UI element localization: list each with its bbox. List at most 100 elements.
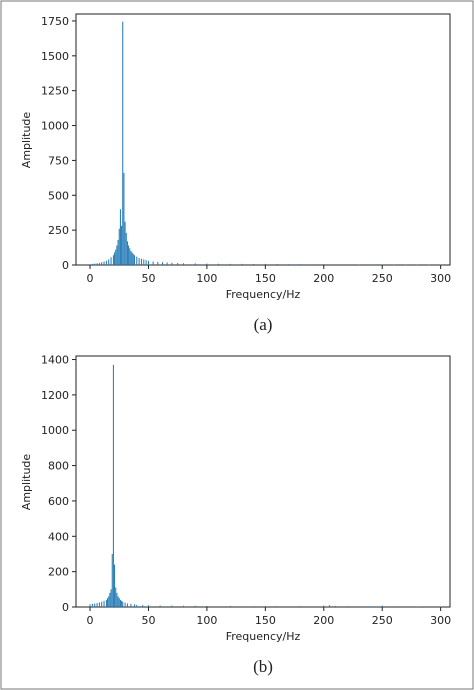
- y-tick-label: 1250: [41, 85, 69, 98]
- y-tick-label: 600: [48, 495, 69, 508]
- bar: [370, 264, 372, 265]
- bar: [114, 252, 116, 265]
- bar: [136, 256, 138, 265]
- bar: [125, 232, 127, 265]
- bar: [131, 252, 133, 265]
- bar: [133, 604, 135, 607]
- y-tick-label: 250: [48, 224, 69, 237]
- y-tick-label: 1000: [41, 120, 69, 133]
- bar: [346, 606, 348, 607]
- bar: [229, 605, 231, 607]
- bar: [183, 605, 185, 607]
- bar: [206, 605, 208, 607]
- bar: [122, 601, 124, 607]
- bar: [241, 263, 243, 265]
- x-tick-label: 0: [87, 614, 94, 627]
- x-tick-label: 150: [255, 272, 276, 285]
- x-tick-label: 250: [372, 272, 393, 285]
- bar: [94, 263, 96, 265]
- x-tick-label: 100: [196, 614, 217, 627]
- bar: [115, 249, 117, 265]
- bar: [145, 260, 147, 265]
- x-axis: 0 50 100 150 200 250 300: [87, 607, 451, 627]
- bar: [440, 606, 442, 607]
- bar: [142, 605, 144, 607]
- bar: [96, 603, 98, 607]
- bar: [130, 603, 132, 607]
- bar: [117, 239, 119, 265]
- bar: [98, 602, 100, 607]
- bar: [133, 255, 135, 265]
- panel-label-b: (b): [253, 657, 273, 676]
- bar: [103, 600, 105, 607]
- bar: [114, 564, 116, 607]
- bar: [98, 262, 100, 265]
- bar: [393, 264, 395, 265]
- bar: [381, 264, 383, 265]
- y-axis: 0 250 500 750 1000 1250 1500 1750: [41, 15, 76, 272]
- x-tick-label: 300: [430, 272, 451, 285]
- bar: [253, 606, 255, 607]
- bar-series: [89, 364, 442, 607]
- bar: [112, 364, 114, 607]
- bar: [94, 603, 96, 607]
- y-tick-label: 750: [48, 154, 69, 167]
- bar: [276, 606, 278, 607]
- x-axis: 0 50 100 150 200 250 300: [87, 265, 451, 285]
- y-tick-label: 0: [62, 601, 69, 614]
- bar: [405, 264, 407, 265]
- bar: [253, 264, 255, 265]
- x-tick-label: 150: [255, 614, 276, 627]
- x-tick-label: 50: [141, 614, 155, 627]
- bar: [161, 262, 163, 265]
- bar: [136, 604, 138, 607]
- bar: [89, 604, 91, 607]
- bar: [334, 264, 336, 265]
- bar: [124, 221, 126, 265]
- bar: [323, 264, 325, 265]
- bar: [276, 264, 278, 265]
- bar: [194, 263, 196, 265]
- bar: [370, 606, 372, 607]
- x-tick-label: 300: [430, 614, 451, 627]
- bar: [107, 598, 109, 607]
- bar: [147, 605, 149, 607]
- bar: [311, 264, 313, 265]
- plot-frame: [75, 13, 451, 266]
- bar: [115, 587, 117, 607]
- y-tick-label: 1400: [41, 354, 69, 367]
- bar: [157, 261, 159, 265]
- y-tick-label: 1000: [41, 424, 69, 437]
- bar: [329, 605, 331, 607]
- bar: [91, 603, 93, 607]
- bar: [128, 245, 130, 265]
- y-axis: 0 200 400 600 800 1000 1200 1400: [41, 354, 76, 614]
- bar: [121, 225, 123, 265]
- y-tick-label: 500: [48, 189, 69, 202]
- bar: [381, 605, 383, 607]
- bar: [147, 260, 149, 265]
- bar: [288, 264, 290, 265]
- x-axis-label: Frequency/Hz: [226, 630, 301, 643]
- bar: [130, 251, 132, 265]
- bar: [89, 264, 91, 265]
- bar: [96, 263, 98, 265]
- bar: [108, 259, 110, 265]
- bar: [122, 21, 124, 265]
- x-tick-label: 100: [196, 272, 217, 285]
- y-tick-label: 400: [48, 530, 69, 543]
- y-tick-label: 1500: [41, 50, 69, 63]
- x-tick-label: 50: [141, 272, 155, 285]
- bar: [132, 253, 134, 265]
- bar: [110, 257, 112, 265]
- x-tick-label: 200: [313, 272, 334, 285]
- bar: [117, 596, 119, 607]
- bar: [171, 605, 173, 607]
- plot-frame: [75, 355, 451, 608]
- bar: [105, 260, 107, 265]
- bar: [152, 261, 154, 265]
- bar: [121, 600, 123, 607]
- bar: [299, 264, 301, 265]
